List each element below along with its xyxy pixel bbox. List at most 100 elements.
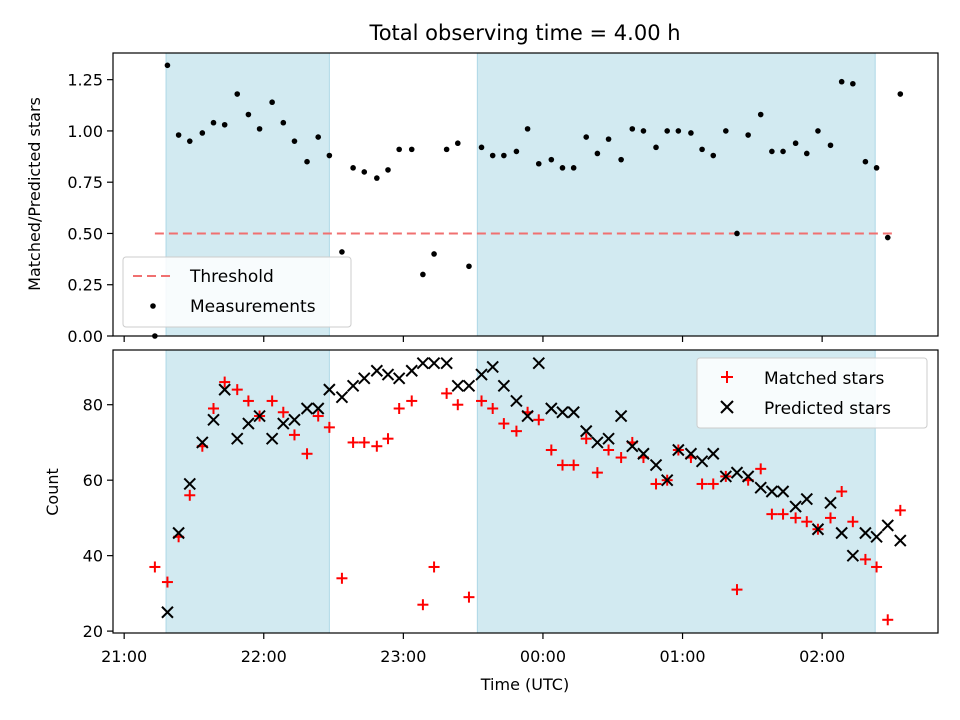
measurement-point bbox=[175, 132, 182, 138]
measurement-point bbox=[326, 152, 333, 159]
measurement-point bbox=[280, 119, 287, 126]
predicted-star-point bbox=[451, 379, 465, 393]
measurement-point bbox=[234, 91, 241, 97]
predicted-star-point bbox=[789, 500, 802, 513]
measurement-point bbox=[688, 130, 694, 136]
predicted-star-point bbox=[800, 492, 813, 506]
matched-star-point bbox=[603, 444, 615, 456]
top-axes-frame bbox=[112, 52, 939, 337]
predicted-star-point bbox=[196, 436, 209, 449]
top-y-tick-label: 0.25 bbox=[67, 276, 103, 295]
predicted-star-point bbox=[614, 409, 628, 423]
measurement-point bbox=[769, 148, 775, 155]
predicted-star-point bbox=[684, 447, 698, 460]
matched-star-point bbox=[731, 584, 743, 596]
predicted-star-point bbox=[358, 372, 371, 385]
matched-star-point bbox=[882, 614, 894, 626]
matched-star-point bbox=[347, 436, 359, 448]
matched-star-point bbox=[452, 399, 464, 411]
measurement-point bbox=[339, 249, 345, 255]
measurement-point bbox=[513, 148, 520, 155]
matched-star-point bbox=[487, 402, 499, 414]
predicted-star-point bbox=[277, 417, 290, 430]
top-y-tick-label: 0.75 bbox=[67, 173, 103, 192]
predicted-star-point bbox=[475, 368, 488, 381]
matched-star-point bbox=[393, 402, 405, 414]
measurement-point bbox=[723, 128, 729, 134]
matched-star-point bbox=[871, 561, 883, 573]
measurement-point bbox=[583, 134, 590, 140]
bottom-y-tick-label: 40 bbox=[83, 547, 103, 566]
top-x-ticks bbox=[123, 336, 823, 342]
predicted-star-point bbox=[183, 477, 196, 491]
bottom-y-axis-label: Count bbox=[43, 468, 62, 516]
legend-predicted-swatch bbox=[720, 400, 734, 414]
matched-star-point bbox=[149, 561, 161, 573]
bottom-y-tick-label: 80 bbox=[83, 396, 103, 415]
predicted-star-point bbox=[288, 413, 301, 427]
measurement-point bbox=[897, 91, 904, 97]
measurement-point bbox=[570, 165, 577, 171]
matched-star-point bbox=[161, 576, 173, 588]
matched-star-point bbox=[801, 516, 813, 528]
matched-star-point bbox=[556, 459, 568, 471]
measurement-point bbox=[640, 128, 647, 134]
measurement-point bbox=[221, 121, 228, 128]
measurement-point bbox=[653, 144, 659, 151]
measurement-point bbox=[548, 156, 555, 163]
x-tick-label: 21:00 bbox=[101, 647, 147, 666]
predicted-star-point bbox=[462, 379, 476, 393]
measurement-point bbox=[256, 126, 263, 132]
predicted-star-point bbox=[545, 402, 558, 415]
predicted-star-point bbox=[521, 409, 534, 423]
predicted-star-point bbox=[300, 402, 314, 415]
predicted-star-point bbox=[346, 379, 360, 393]
predicted-star-point bbox=[556, 406, 569, 419]
x-axis-label: Time (UTC) bbox=[480, 675, 569, 694]
bottom-axes-frame bbox=[112, 349, 939, 634]
measurement-point bbox=[605, 136, 612, 142]
matched-star-point bbox=[336, 572, 348, 584]
top-y-ticks: 0.00 0.25 0.50 0.75 1.00 1.25 bbox=[67, 71, 113, 346]
predicted-star-point bbox=[218, 383, 231, 396]
measurement-point bbox=[408, 146, 415, 153]
top-y-tick-label: 0.00 bbox=[67, 327, 103, 346]
matched-star-point bbox=[441, 387, 453, 399]
matched-star-point bbox=[219, 376, 231, 388]
measurement-point bbox=[164, 62, 171, 69]
measurement-point bbox=[466, 263, 472, 270]
predicted-star-point bbox=[335, 390, 349, 404]
top-y-tick-label: 1.25 bbox=[67, 71, 103, 90]
x-tick-label: 22:00 bbox=[241, 647, 287, 666]
matched-star-point bbox=[650, 478, 662, 490]
top-legend-box bbox=[122, 256, 352, 328]
x-tick-label: 00:00 bbox=[520, 647, 566, 666]
measurement-point bbox=[454, 140, 461, 147]
bottom-legend: Matched stars Predicted stars bbox=[696, 357, 928, 429]
measurement-point bbox=[501, 152, 507, 159]
matched-star-point bbox=[580, 433, 592, 445]
legend-matched-label: Matched stars bbox=[764, 369, 884, 389]
matched-star-point bbox=[777, 508, 789, 520]
bottom-legend-box bbox=[696, 357, 928, 429]
measurement-point bbox=[803, 150, 810, 157]
matched-star-point bbox=[836, 486, 848, 497]
predicted-star-point bbox=[754, 481, 767, 494]
measurement-point bbox=[420, 271, 426, 278]
matched-star-point bbox=[266, 395, 278, 407]
measurement-point bbox=[396, 146, 402, 153]
measurement-point bbox=[350, 165, 356, 171]
matched-star-point bbox=[755, 463, 767, 475]
predicted-star-point bbox=[172, 526, 185, 540]
predicted-star-point bbox=[695, 455, 709, 468]
predicted-star-point bbox=[835, 526, 848, 540]
top-y-tick-label: 1.00 bbox=[67, 122, 103, 141]
bottom-y-tick-label: 20 bbox=[83, 622, 103, 641]
measurement-point bbox=[361, 169, 368, 175]
matched-star-point bbox=[476, 395, 488, 407]
matched-star-point bbox=[382, 433, 394, 445]
measurement-point bbox=[199, 130, 206, 136]
legend-threshold-label: Threshold bbox=[189, 267, 274, 287]
matched-star-point bbox=[184, 489, 196, 501]
